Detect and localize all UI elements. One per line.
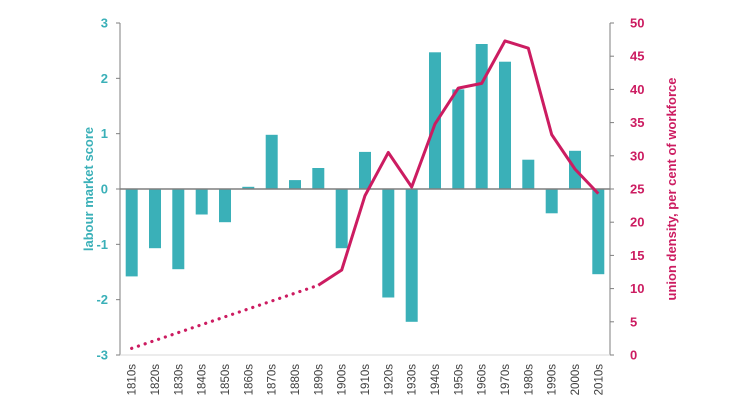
x-tick-label: 1810s [127,364,139,396]
x-tick-label: 1960s [477,364,489,396]
x-tick-label: 2000s [570,364,582,396]
x-tick-label: 1920s [383,364,395,396]
x-tick-label: 1950s [453,364,465,396]
bar-1880s [289,180,301,189]
x-tick-label: 1880s [290,364,302,396]
bar-1870s [265,134,278,189]
x-tick-label: 2010s [593,364,605,396]
bar-1900s [335,189,348,249]
bar-1810s [125,189,138,277]
right-tick-label: 30 [630,148,644,163]
bar-1980s [522,159,535,189]
union-density-dotted-line [130,283,320,350]
bar-1840s [195,189,208,215]
left-tick-label: 3 [101,16,108,31]
right-tick-label: 25 [630,182,644,197]
bar-1910s [359,151,371,189]
right-tick-label: 0 [630,348,637,363]
right-tick-label: 35 [630,115,644,130]
right-tick-label: 45 [630,49,644,64]
bar-1960s [475,44,488,189]
right-tick-label: 50 [630,16,644,31]
right-tick-label: 15 [630,248,644,263]
x-tick-label: 1940s [430,364,442,396]
left-tick-label: 2 [101,71,108,86]
bar-1950s [452,89,465,189]
bar-1850s [219,189,231,223]
bar-1920s [382,189,395,298]
x-tick-label: 1910s [360,364,372,396]
x-tick-label: 1890s [313,364,325,396]
x-tick-label: 1830s [173,364,185,396]
x-tick-label: 1970s [500,364,512,396]
bar-1830s [172,189,185,270]
x-tick-label: 1870s [267,364,279,396]
left-tick-label: -2 [96,292,108,307]
bar-1970s [499,61,511,190]
x-tick-label: 1840s [197,364,209,396]
x-tick-label: 1850s [220,364,232,396]
left-tick-label: -3 [96,348,108,363]
bar-2010s [592,189,605,275]
bar-1990s [545,189,558,214]
line-group [130,39,600,350]
x-tick-label: 1900s [337,364,349,396]
x-tick-label: 1860s [243,364,255,396]
x-tick-label: 1980s [523,364,535,396]
x-tick-label: 1990s [547,364,559,396]
bar-1940s [429,52,441,189]
y-axis-title-left: labour market score [81,127,96,251]
right-tick-label: 10 [630,281,644,296]
x-tick-label: 1820s [150,364,162,396]
bar-group [125,44,605,322]
bar-1860s [242,186,255,189]
x-tick-label: 1930s [407,364,419,396]
left-tick-label: 1 [101,126,108,141]
left-tick-label: 0 [101,182,108,197]
y-axis-title-right: union density, per cent of workforce [664,78,679,301]
right-tick-label: 20 [630,215,644,230]
axes-group [116,22,614,356]
left-tick-label: -1 [96,237,108,252]
union-density-line [317,39,600,287]
bar-1820s [149,189,161,249]
right-tick-label: 5 [630,314,637,329]
bar-1930s [405,189,418,322]
right-tick-label: 40 [630,82,644,97]
bar-1890s [312,168,325,189]
